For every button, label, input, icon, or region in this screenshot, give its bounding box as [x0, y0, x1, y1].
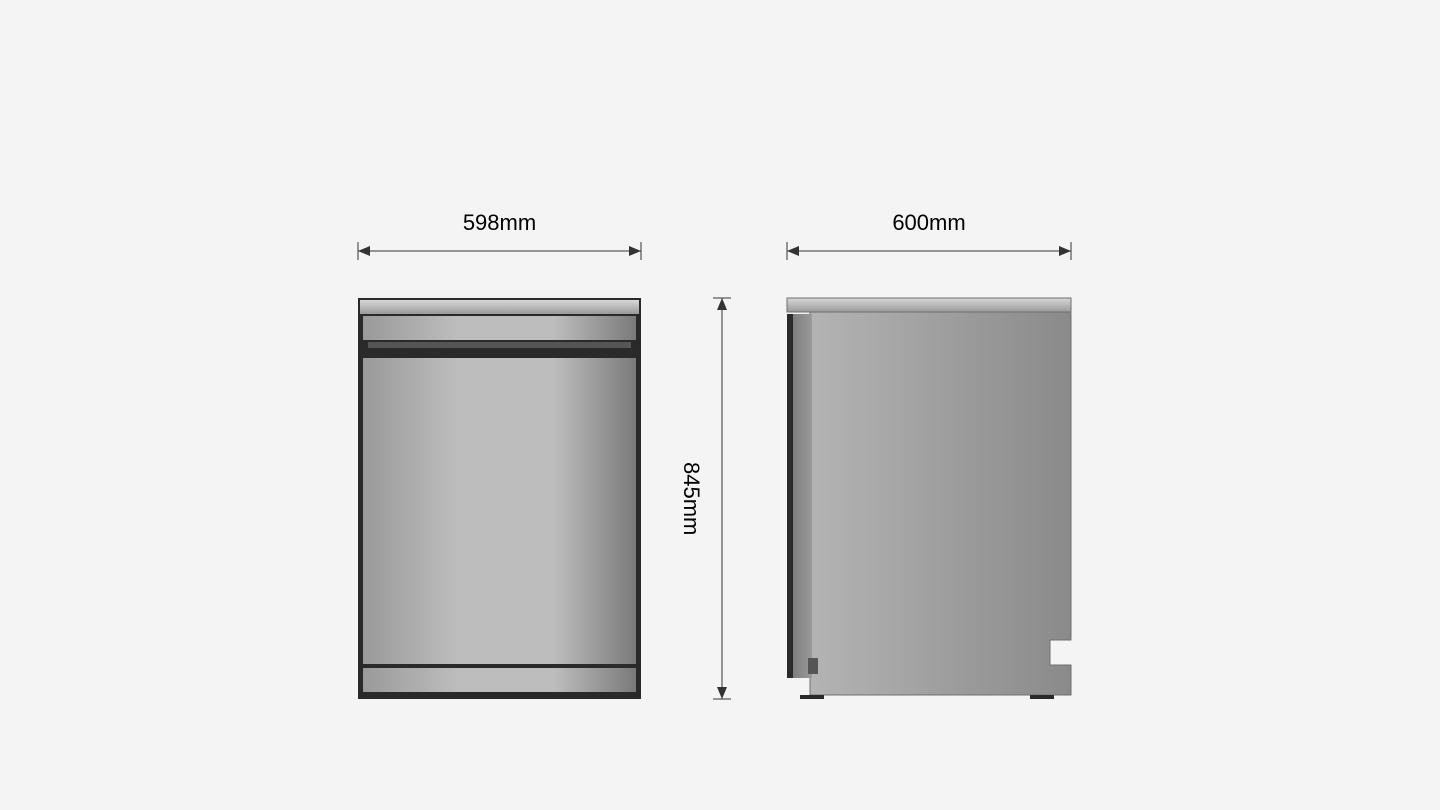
dimension-width-label: 598mm [358, 210, 641, 236]
side-view [787, 298, 1071, 699]
front-view [358, 298, 641, 699]
diagram-svg [0, 0, 1440, 810]
dimension-height-label: 845mm [678, 298, 704, 699]
diagram-canvas: 598mm 600mm 845mm [0, 0, 1440, 810]
dimension-depth-label: 600mm [787, 210, 1071, 236]
